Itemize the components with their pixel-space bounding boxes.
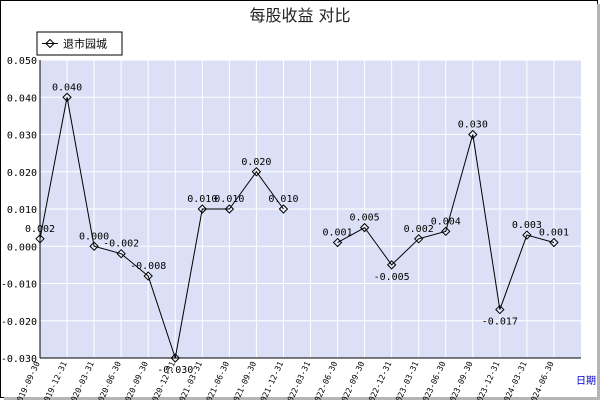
data-point-marker — [35, 234, 45, 244]
x-tick-label: 2022-12-31 — [365, 360, 394, 400]
x-axis-corner-label: 日期 — [576, 375, 596, 387]
x-tick-label: 2023-03-31 — [392, 360, 421, 400]
legend: 退市园城 — [36, 31, 123, 56]
data-label: -0.002 — [103, 239, 139, 250]
legend-series-name: 退市园城 — [63, 37, 107, 51]
data-label: 0.010 — [187, 194, 217, 205]
y-tick-label: -0.020 — [1, 317, 37, 328]
data-label: 0.002 — [25, 224, 55, 235]
data-point-marker — [522, 230, 532, 240]
frame-shadow-right — [597, 4, 600, 400]
data-label: -0.030 — [157, 365, 193, 376]
chart-title: 每股收益 对比 — [249, 6, 350, 25]
x-tick-label: 2019-12-31 — [40, 360, 69, 400]
y-tick-label: 0.010 — [7, 205, 37, 216]
data-label: 0.001 — [539, 228, 569, 239]
data-label: -0.008 — [130, 261, 166, 272]
y-tick-label: 0.000 — [7, 242, 37, 253]
y-tick-label: 0.020 — [7, 168, 37, 179]
x-tick-label: 2021-12-31 — [257, 360, 286, 400]
x-tick-label: 2024-03-31 — [500, 360, 529, 400]
data-point-marker — [332, 237, 343, 248]
x-tick-label: 2021-06-30 — [203, 360, 232, 400]
data-label: 0.004 — [431, 216, 461, 227]
x-tick-label: 2020-03-31 — [67, 360, 96, 400]
x-tick-label: 2024-06-30 — [527, 360, 556, 400]
data-point-marker — [468, 129, 478, 140]
y-tick-label: -0.010 — [1, 280, 37, 291]
x-tick-label: 2022-03-31 — [284, 360, 313, 400]
x-tick-label: 2022-06-30 — [311, 360, 340, 400]
x-tick-label: 2022-09-30 — [338, 360, 367, 400]
data-label: 0.020 — [241, 157, 271, 168]
plot-area: -0.030 -0.020 -0.010 0.000 0.010 0.020 0.030 0.… — [1, 56, 581, 400]
data-point-marker — [549, 237, 559, 248]
x-tick-label: 2023-12-31 — [473, 360, 502, 400]
series-line-segment — [337, 134, 555, 310]
data-point-marker — [386, 260, 397, 270]
data-point-marker — [495, 304, 505, 315]
data-point-marker — [89, 241, 99, 251]
data-point-marker — [170, 353, 180, 363]
data-point-marker — [251, 167, 262, 177]
data-point-marker — [441, 226, 451, 237]
data-point-marker — [413, 234, 424, 244]
data-label: 0.002 — [404, 224, 434, 235]
data-point-marker — [197, 204, 208, 214]
data-point-marker — [116, 248, 126, 259]
data-label: 0.005 — [350, 213, 380, 224]
y-tick-label: 0.050 — [7, 56, 37, 67]
data-label: 0.010 — [214, 194, 244, 205]
data-label: -0.017 — [482, 317, 518, 328]
data-label: 0.003 — [512, 220, 542, 231]
y-tick-label: 0.040 — [7, 93, 37, 104]
data-label: 0.000 — [79, 231, 109, 242]
data-point-marker — [62, 92, 72, 102]
data-point-marker — [143, 271, 153, 281]
series-line-segment — [39, 97, 284, 359]
data-label: 0.030 — [458, 120, 488, 131]
frame-shadow-bottom — [4, 397, 600, 400]
x-tick-label: 2019-09-30 — [13, 360, 42, 400]
y-tick-label: -0.030 — [1, 354, 37, 365]
y-tick-label: 0.030 — [7, 131, 37, 142]
x-tick-label: 2020-09-30 — [121, 360, 150, 400]
data-point-marker — [278, 204, 289, 214]
data-point-marker — [359, 222, 370, 233]
data-label: -0.005 — [374, 272, 410, 283]
x-tick-label: 2021-09-30 — [230, 360, 259, 400]
data-label: 0.040 — [52, 82, 82, 93]
legend-diamond-marker — [45, 38, 55, 49]
x-tick-label: 2023-06-30 — [419, 360, 448, 400]
legend-box — [36, 31, 123, 56]
x-tick-label: 2023-09-30 — [446, 360, 475, 400]
x-tick-label: 2020-06-30 — [94, 360, 123, 400]
data-label: 0.010 — [268, 194, 298, 205]
data-point-marker — [224, 204, 235, 214]
data-label: 0.001 — [322, 228, 352, 239]
